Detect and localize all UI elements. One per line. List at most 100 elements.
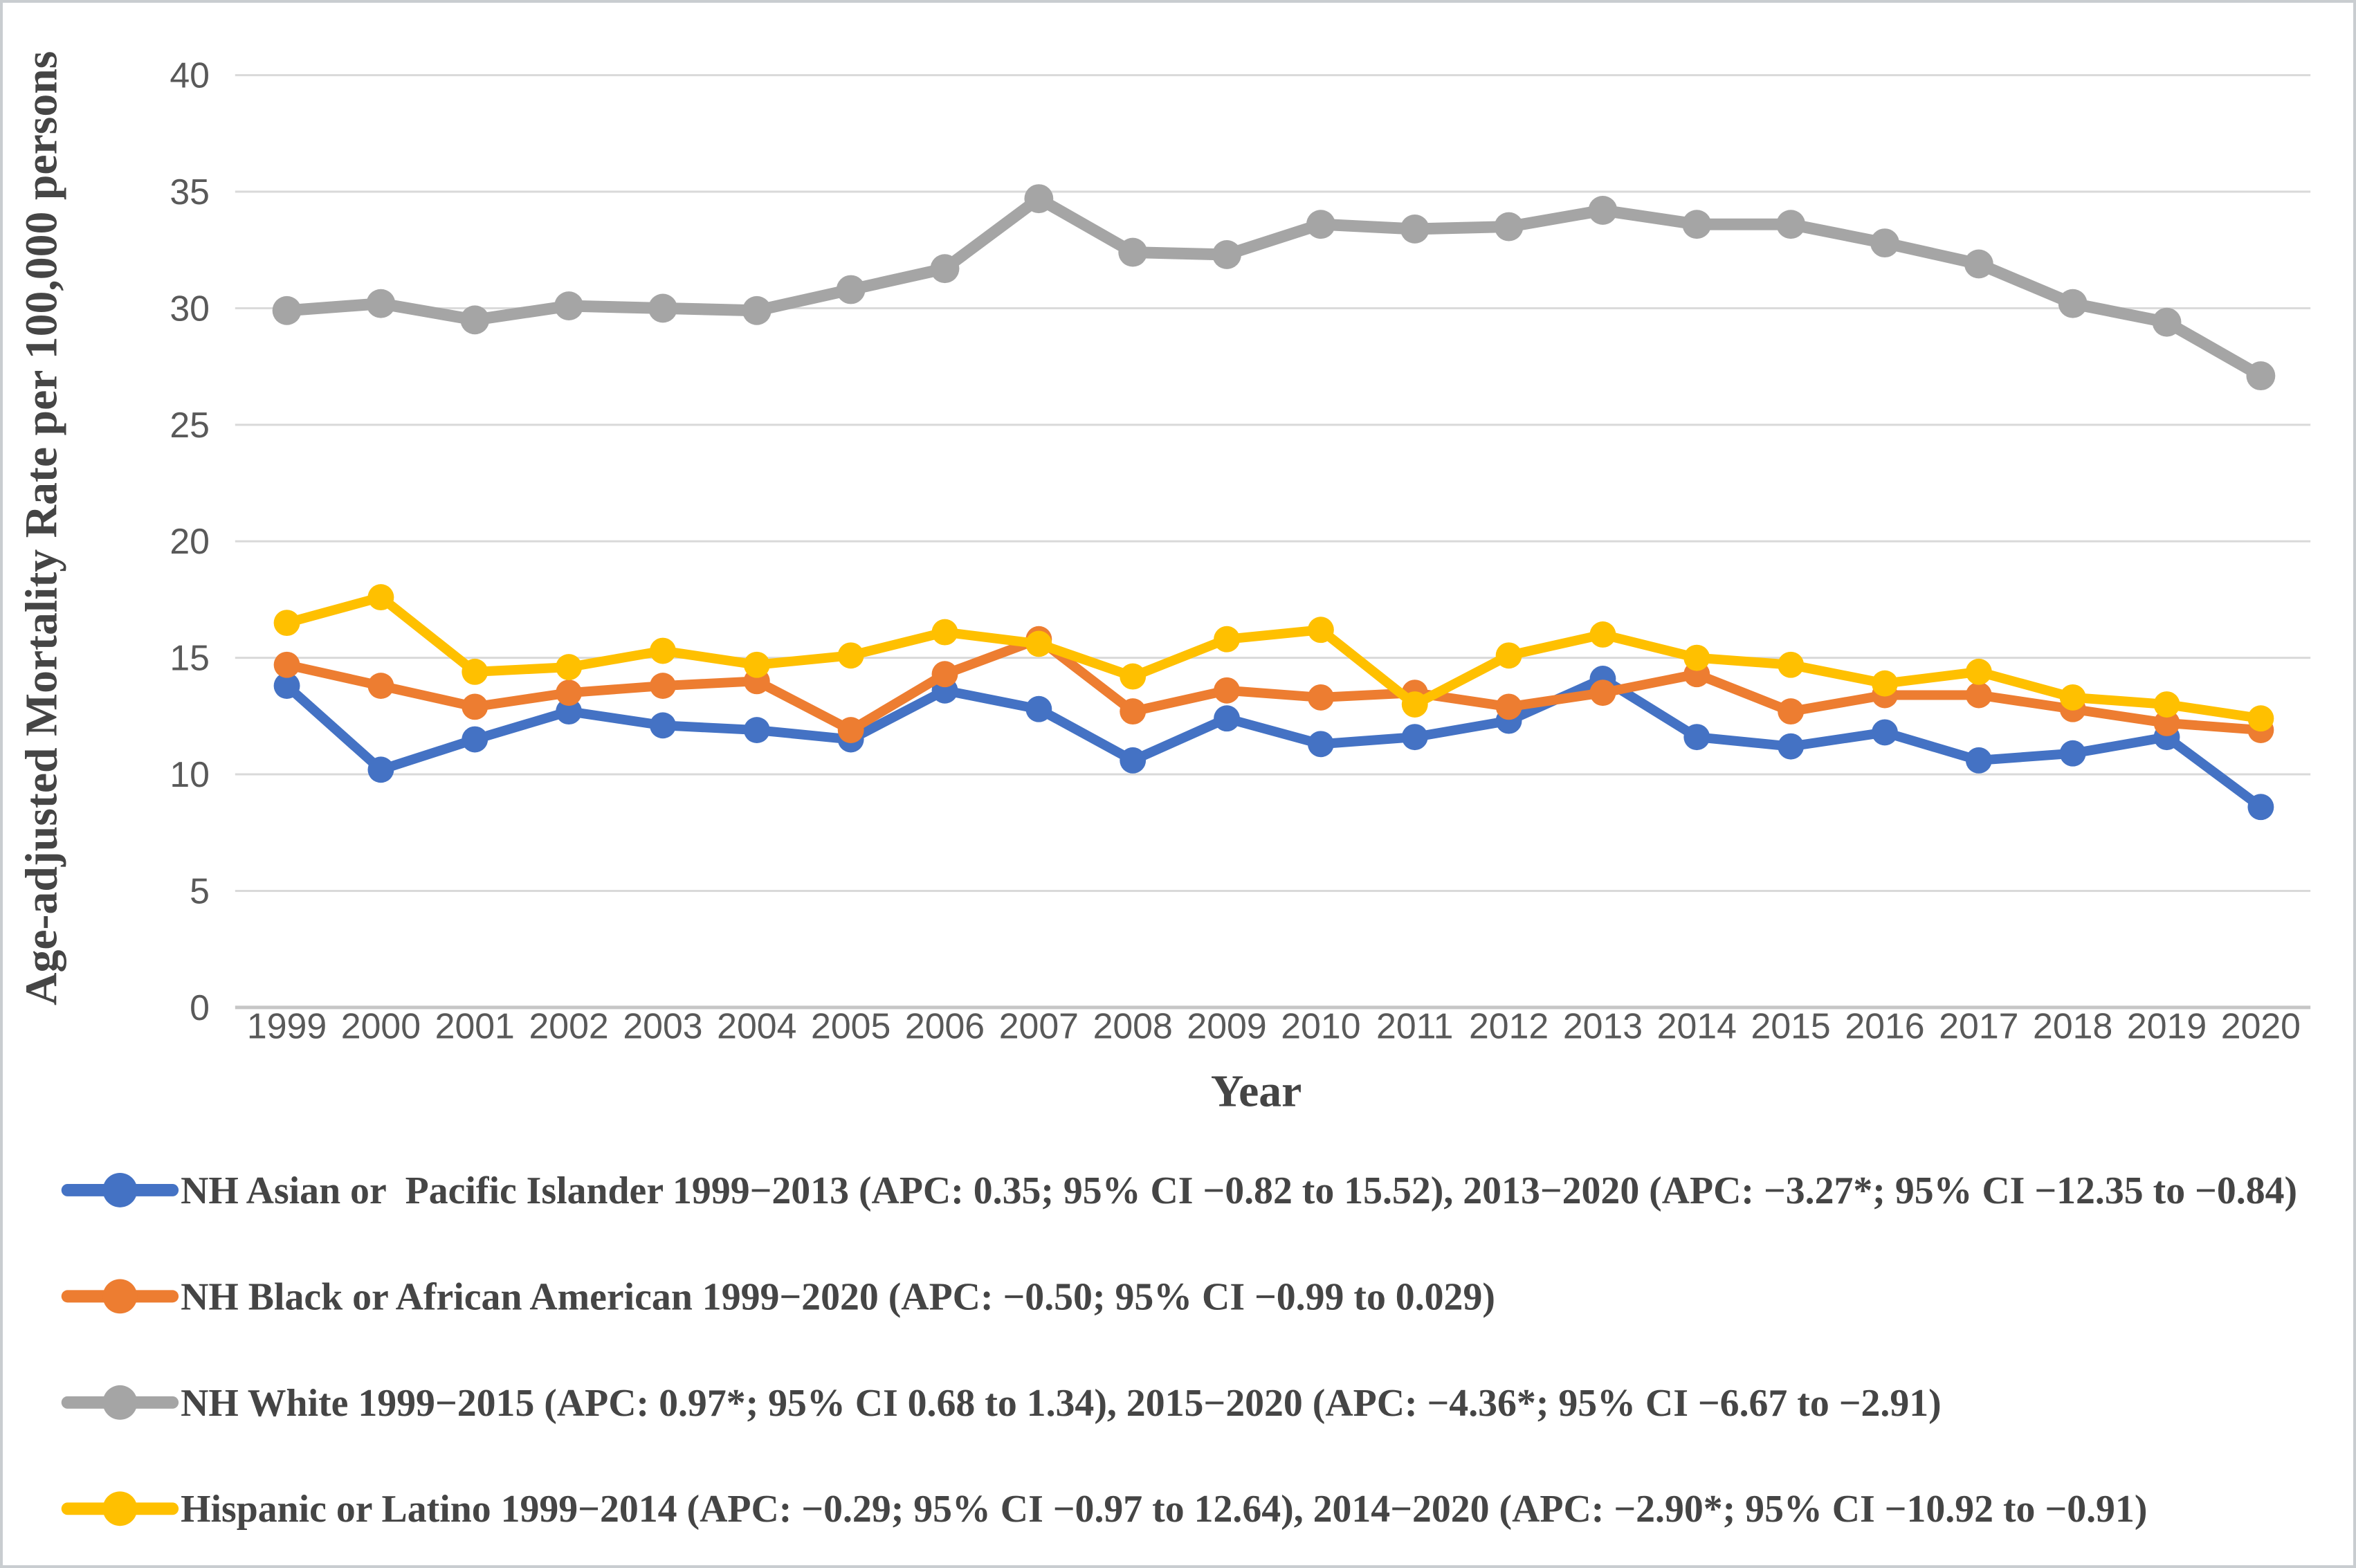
data-point-marker-hispanic-or-latino	[2247, 705, 2274, 732]
x-tick-label: 2004	[717, 1006, 796, 1046]
x-tick-label: 2003	[623, 1006, 702, 1046]
data-point-marker-hispanic-or-latino	[2153, 691, 2180, 718]
x-tick-label: 2000	[341, 1006, 421, 1046]
series-layer	[272, 184, 2276, 821]
data-point-marker-nh-white	[836, 275, 866, 304]
y-axis-title: Age-adjusted Mortality Rate per 100,000 …	[17, 51, 67, 1005]
data-point-marker-nh-white	[1964, 249, 1993, 279]
data-point-marker-nh-white	[930, 254, 960, 284]
x-axis-tick-labels: 1999 2000 2001 2002 2003 2004 2005 2006 2007 2008…	[247, 1006, 2301, 1046]
data-point-marker-hispanic-or-latino	[1214, 626, 1240, 653]
x-tick-label: 2008	[1093, 1006, 1173, 1046]
data-point-marker-hispanic-or-latino	[556, 654, 583, 681]
x-tick-label: 2012	[1469, 1006, 1549, 1046]
data-point-marker-nh-black-or-african-american	[556, 680, 583, 706]
x-tick-label: 2007	[999, 1006, 1079, 1046]
y-tick-label: 25	[170, 405, 210, 445]
x-tick-label: 2016	[1845, 1006, 1924, 1046]
data-point-marker-nh-asian-or-pacific-islander	[1965, 747, 1992, 774]
data-point-marker-nh-white	[2246, 361, 2276, 391]
data-point-marker-hispanic-or-latino	[1025, 630, 1052, 657]
legend-marker-icon	[102, 1491, 138, 1526]
x-tick-label: 2018	[2033, 1006, 2112, 1046]
series-line-nh-white	[281, 192, 2267, 382]
gridlines	[235, 74, 2311, 1010]
x-tick-label: 2002	[529, 1006, 608, 1046]
data-point-marker-nh-white	[648, 293, 677, 323]
data-point-marker-nh-black-or-african-american	[1120, 698, 1147, 725]
data-point-marker-nh-asian-or-pacific-islander	[1401, 724, 1428, 751]
data-point-marker-nh-black-or-african-american	[1589, 680, 1616, 706]
legend-marker-icon	[102, 1279, 138, 1314]
data-point-marker-hispanic-or-latino	[1401, 691, 1428, 718]
x-tick-label: 2001	[435, 1006, 515, 1046]
data-point-marker-hispanic-or-latino	[650, 637, 676, 664]
mortality-trend-chart: 0 5 10 15 20 25 30 35 40 1999 2000 2001 2002 2003 200…	[17, 51, 2311, 1531]
data-point-marker-nh-asian-or-pacific-islander	[1683, 724, 1710, 751]
data-point-marker-nh-black-or-african-american	[650, 673, 676, 699]
data-point-marker-nh-white	[1400, 214, 1430, 244]
data-point-marker-hispanic-or-latino	[743, 651, 770, 678]
data-point-marker-hispanic-or-latino	[837, 642, 864, 669]
data-point-marker-hispanic-or-latino	[273, 610, 300, 637]
data-point-marker-nh-white	[742, 295, 771, 325]
data-point-marker-hispanic-or-latino	[931, 619, 958, 646]
legend-label: NH White 1999−2015 (APC: 0.97*; 95% CI 0…	[181, 1382, 1942, 1425]
series-nh-black-or-african-american	[273, 626, 2274, 743]
series-line-nh-asian-or-pacific-islander	[282, 673, 2266, 812]
data-point-marker-nh-white	[554, 291, 584, 320]
data-point-marker-hispanic-or-latino	[1589, 621, 1616, 648]
y-tick-label: 35	[170, 172, 210, 212]
data-point-marker-nh-asian-or-pacific-islander	[650, 712, 676, 739]
data-point-marker-nh-asian-or-pacific-islander	[2247, 794, 2274, 821]
data-point-marker-nh-white	[1306, 210, 1335, 239]
legend-item-nh-black-african-american: NH Black or African American 1999−2020 (…	[61, 1275, 1495, 1318]
data-point-marker-hispanic-or-latino	[1683, 644, 1710, 671]
data-point-marker-nh-asian-or-pacific-islander	[2059, 740, 2086, 767]
data-point-marker-nh-black-or-african-american	[2153, 710, 2180, 736]
data-point-marker-hispanic-or-latino	[1495, 642, 1522, 669]
x-tick-label: 2020	[2221, 1006, 2301, 1046]
data-point-marker-nh-black-or-african-american	[1214, 677, 1240, 704]
data-point-marker-nh-white	[2058, 289, 2088, 318]
y-tick-label: 15	[170, 638, 210, 678]
data-point-marker-nh-asian-or-pacific-islander	[743, 717, 770, 743]
series-hispanic-or-latino	[273, 584, 2274, 732]
legend-label: Hispanic or Latino 1999−2014 (APC: −0.29…	[181, 1488, 2147, 1531]
data-point-marker-hispanic-or-latino	[367, 584, 394, 611]
data-point-marker-hispanic-or-latino	[462, 658, 488, 685]
data-point-marker-nh-asian-or-pacific-islander	[367, 756, 394, 783]
y-tick-label: 30	[170, 288, 210, 328]
legend-label: NH Black or African American 1999−2020 (…	[181, 1275, 1495, 1318]
data-point-marker-nh-black-or-african-american	[1778, 698, 1805, 725]
data-point-marker-nh-white	[1212, 240, 1241, 269]
data-point-marker-nh-black-or-african-american	[837, 717, 864, 743]
data-point-marker-nh-white	[1494, 212, 1524, 241]
y-tick-label: 0	[190, 987, 210, 1028]
data-point-marker-nh-asian-or-pacific-islander	[1307, 731, 1334, 758]
series-nh-asian-or-pacific-islander	[273, 666, 2274, 821]
data-point-marker-nh-asian-or-pacific-islander	[462, 726, 488, 753]
y-tick-label: 10	[170, 754, 210, 794]
data-point-marker-nh-black-or-african-american	[1307, 684, 1334, 711]
data-point-marker-nh-white	[1776, 210, 1806, 239]
data-point-marker-nh-asian-or-pacific-islander	[556, 698, 583, 725]
y-tick-label: 40	[170, 55, 210, 95]
x-tick-label: 2011	[1376, 1006, 1453, 1046]
data-point-marker-nh-white	[1870, 228, 1899, 258]
data-point-marker-nh-black-or-african-american	[931, 661, 958, 688]
data-point-marker-nh-asian-or-pacific-islander	[1778, 733, 1805, 760]
x-tick-label: 2005	[811, 1006, 891, 1046]
legend-marker-icon	[102, 1385, 138, 1420]
data-point-marker-hispanic-or-latino	[1965, 658, 1992, 685]
data-point-marker-hispanic-or-latino	[1120, 663, 1147, 690]
x-tick-label: 2006	[905, 1006, 985, 1046]
data-point-marker-nh-black-or-african-american	[462, 693, 488, 720]
y-tick-label: 5	[190, 870, 210, 911]
data-point-marker-hispanic-or-latino	[2059, 684, 2086, 711]
x-tick-label: 1999	[247, 1006, 327, 1046]
data-point-marker-nh-black-or-african-american	[1965, 682, 1992, 709]
x-tick-label: 2010	[1281, 1006, 1360, 1046]
data-point-marker-nh-black-or-african-american	[367, 673, 394, 699]
data-point-marker-nh-white	[366, 289, 396, 318]
